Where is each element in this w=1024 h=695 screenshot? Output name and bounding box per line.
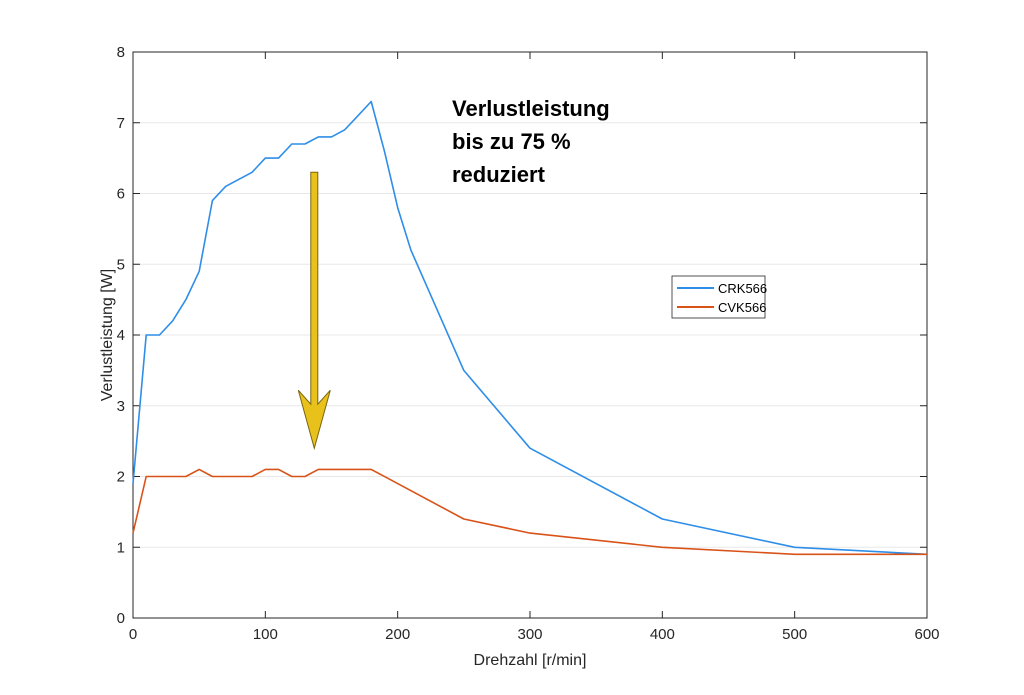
x-tick-label: 0 (129, 626, 137, 643)
series-line-crk566 (132, 100, 928, 556)
legend-label-cvk566: CVK566 (718, 300, 766, 315)
annotation-line-3: reduziert (452, 162, 546, 187)
legend: CRK566 CVK566 (671, 275, 767, 319)
axis-ticks: 0 1 2 3 4 5 6 7 8 0 100 200 300 400 500 600 (117, 44, 940, 643)
series-line-cvk566 (132, 468, 927, 556)
reduction-arrow (297, 171, 331, 451)
series-lines (132, 100, 928, 556)
x-tick-label: 500 (782, 626, 807, 643)
x-tick-label: 200 (385, 626, 410, 643)
annotation-line-1: Verlustleistung (452, 96, 610, 121)
y-tick-label: 8 (117, 44, 125, 61)
x-tick-label: 300 (517, 626, 542, 643)
x-tick-label: 600 (914, 626, 939, 643)
annotation-line-2: bis zu 75 % (452, 129, 571, 154)
grid-lines (133, 122, 927, 548)
x-axis-label: Drehzahl [r/min] (474, 652, 587, 669)
y-axis-label: Verlustleistung [W] (99, 269, 116, 402)
y-tick-label: 6 (117, 186, 125, 203)
reduction-arrow-shape (297, 171, 331, 451)
y-tick-label: 4 (117, 327, 125, 344)
x-tick-label: 100 (253, 626, 278, 643)
y-tick-label: 1 (117, 539, 125, 556)
y-tick-label: 3 (117, 398, 125, 415)
y-tick-label: 2 (117, 469, 125, 486)
legend-box (671, 275, 766, 319)
x-tick-label: 400 (650, 626, 675, 643)
y-tick-label: 5 (117, 256, 125, 273)
y-tick-label: 0 (117, 610, 125, 627)
y-tick-label: 7 (117, 115, 125, 132)
legend-label-crk566: CRK566 (718, 281, 767, 296)
